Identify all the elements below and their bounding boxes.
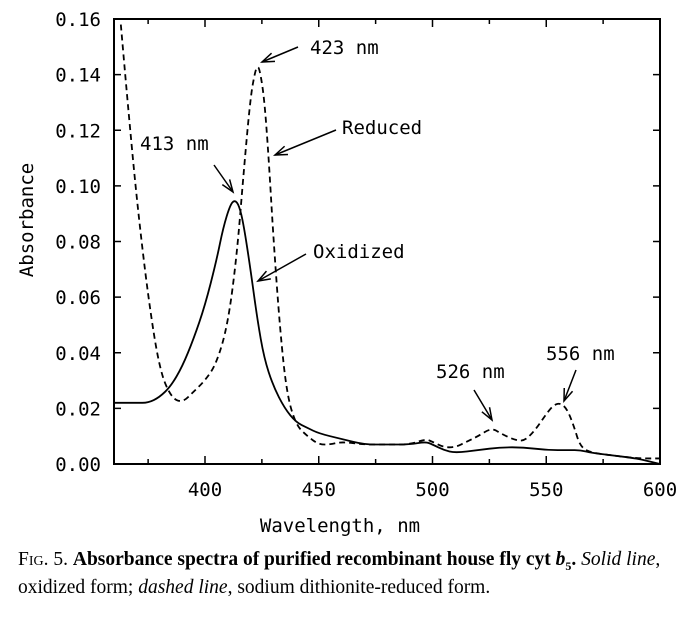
annotation-label: 526 nm xyxy=(436,361,505,383)
annotation-label: Oxidized xyxy=(313,241,405,263)
x-tick-label: 550 xyxy=(529,479,563,501)
arrow-head-icon xyxy=(563,387,574,404)
arrow-head-icon xyxy=(272,145,289,156)
series-group xyxy=(114,24,661,465)
x-tick-label: 500 xyxy=(415,479,449,501)
y-tick-label: 0.04 xyxy=(55,343,101,365)
x-tick-label: 450 xyxy=(302,479,336,501)
figure-label: Fig. 5. xyxy=(18,549,68,570)
y-tick-label: 0.08 xyxy=(55,232,101,254)
y-axis-title: Absorbance xyxy=(16,163,38,277)
annotation-label: Reduced xyxy=(342,117,422,139)
arrow-head-icon xyxy=(256,270,271,283)
figure-caption: Fig. 5. Absorbance spectra of purified r… xyxy=(18,549,661,598)
x-axis-title: Wavelength, nm xyxy=(260,515,420,537)
caption-title: Absorbance spectra of purified recombina… xyxy=(72,549,577,573)
y-tick-label: 0.14 xyxy=(55,65,101,87)
annotation-arrow xyxy=(257,253,307,282)
arrow-head-icon xyxy=(259,52,276,63)
annotation-label: 423 nm xyxy=(310,37,379,59)
annotation-arrow xyxy=(274,129,337,156)
y-tick-label: 0.10 xyxy=(55,176,101,198)
arrow-head-icon xyxy=(481,407,494,422)
axes: 400 450 500 550 600 0.00 0.02 0.04 0.06 0.08 0.10 0… xyxy=(55,9,677,501)
y-tick-label: 0.02 xyxy=(55,398,101,420)
caption-solid-line: Solid line xyxy=(581,549,656,570)
absorbance-chart: 400 450 500 550 600 0.00 0.02 0.04 0.06 0.08 0.10 0… xyxy=(16,9,677,537)
x-tick-label: 600 xyxy=(643,479,677,501)
y-tick-label: 0.16 xyxy=(55,9,101,31)
y-tick-label: 0.00 xyxy=(55,454,101,476)
annotations-group: 423 nm Reduced 413 nm Oxidized 526 nm 556 nm xyxy=(140,37,615,422)
series-line-reduced xyxy=(119,24,660,460)
annotation-label: 556 nm xyxy=(546,343,615,365)
series-line-oxidized xyxy=(114,200,661,465)
annotation-label: 413 nm xyxy=(140,133,209,155)
y-tick-label: 0.12 xyxy=(55,120,101,142)
caption-dashed-line: dashed line xyxy=(138,576,228,598)
arrow-head-icon xyxy=(221,179,235,194)
annotation-arrow xyxy=(473,389,493,421)
annotation-arrow xyxy=(213,164,234,193)
annotation-arrow xyxy=(563,369,577,402)
annotation-arrow xyxy=(261,46,299,63)
x-tick-label: 400 xyxy=(188,479,222,501)
y-tick-label: 0.06 xyxy=(55,287,101,309)
